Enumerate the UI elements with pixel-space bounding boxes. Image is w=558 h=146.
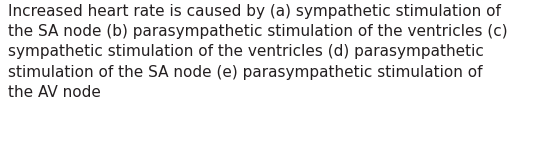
Text: Increased heart rate is caused by (a) sympathetic stimulation of
the SA node (b): Increased heart rate is caused by (a) sy… <box>8 4 508 100</box>
